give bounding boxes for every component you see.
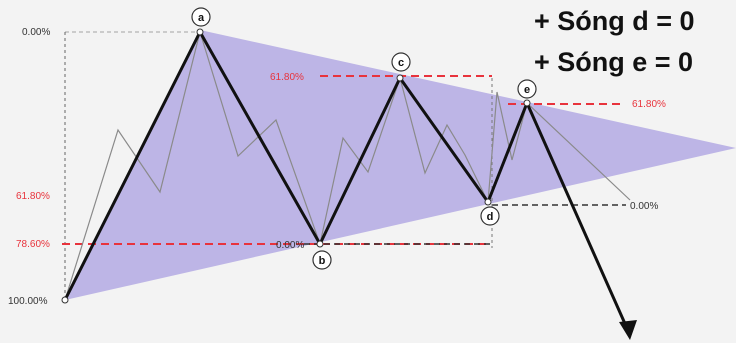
wave-c-marker: c: [391, 52, 411, 72]
level-c-618: 61.80%: [270, 72, 304, 83]
node-d-dot: [484, 198, 492, 206]
level-d-0: 0.00%: [630, 201, 658, 212]
wave-b-marker: b: [312, 250, 332, 270]
level-origin-100: 100.00%: [8, 296, 48, 307]
wave-a-marker: a: [191, 7, 211, 27]
wave-c-label: c: [398, 57, 404, 69]
wave-d-marker: d: [480, 206, 500, 226]
level-left-618: 61.80%: [16, 191, 50, 202]
level-left-786: 78.60%: [16, 239, 50, 250]
node-b-dot: [316, 240, 324, 248]
wave-e-label: e: [524, 84, 530, 96]
contracting-triangle: [65, 30, 736, 300]
node-e-dot: [523, 99, 531, 107]
wave-e-marker: e: [517, 79, 537, 99]
node-origin: [61, 296, 69, 304]
level-b-0: 0.00%: [276, 240, 304, 251]
wave-b-label: b: [319, 255, 326, 267]
header-line-1: + Sóng d = 0: [534, 6, 695, 36]
node-a-dot: [196, 28, 204, 36]
level-e-618: 61.80%: [632, 99, 666, 110]
node-c-dot: [396, 74, 404, 82]
header-line-2: + Sóng e = 0: [534, 47, 693, 77]
sub-wave-path: [64, 29, 631, 301]
down-arrow-head: [619, 320, 637, 340]
level-origin-0: 0.00%: [22, 27, 50, 38]
wave-a-label: a: [198, 12, 205, 24]
wave-d-label: d: [487, 211, 494, 223]
